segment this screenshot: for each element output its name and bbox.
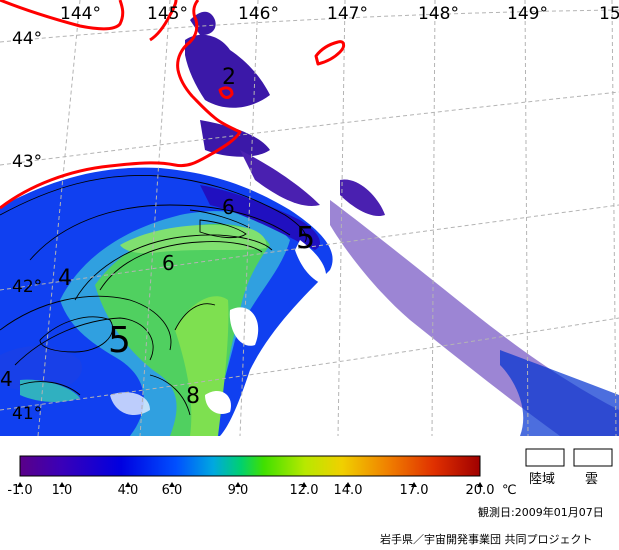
contour-value-labels: 2 6 5 4 6 5 8 4 <box>0 65 315 409</box>
tick-label: 4.0 <box>118 483 139 498</box>
longitude-labels: 144° 145° 146° 147° 148° 149° 15 <box>60 4 619 24</box>
contour-label: 4 <box>58 266 72 291</box>
credit-text: 岩手県／宇宙開発事業団 共同プロジェクト <box>380 533 593 546</box>
tick-label: 20.0 <box>466 483 495 498</box>
contour-label: 8 <box>186 384 200 409</box>
sst-map: 144° 145° 146° 147° 148° 149° 15 44° 43°… <box>0 0 619 436</box>
contour-label: 4 <box>0 367 13 391</box>
latitude-labels: 44° 43° 42° 41° <box>12 29 42 424</box>
contour-label: 5 <box>296 221 315 256</box>
longitude-label: 144° <box>60 4 101 24</box>
coastline <box>0 0 346 210</box>
longitude-label: 149° <box>507 4 548 24</box>
tick-label: 17.0 <box>400 483 429 498</box>
contour-label: 2 <box>222 65 236 90</box>
contour-label: 6 <box>162 251 175 275</box>
observation-date: 観測日:2009年01月07日 <box>478 506 604 519</box>
tick-label: 12.0 <box>290 483 319 498</box>
land-swatch <box>525 448 565 467</box>
tick-label: 14.0 <box>334 483 363 498</box>
color-scale-ticks <box>17 482 483 487</box>
contour-label: 6 <box>222 195 235 219</box>
unit-label: ℃ <box>502 483 517 498</box>
latitude-label: 41° <box>12 404 42 424</box>
color-scale-tick-labels: -1.0 1.0 4.0 6.0 9.0 12.0 14.0 17.0 20.0… <box>7 483 516 498</box>
lat-lon-grid <box>0 0 619 436</box>
longitude-label: 146° <box>238 4 279 24</box>
longitude-label: 148° <box>418 4 459 24</box>
tick-label: 6.0 <box>162 483 183 498</box>
color-scale-bar <box>19 455 481 477</box>
longitude-label: 147° <box>327 4 368 24</box>
tick-label: 1.0 <box>52 483 73 498</box>
tick-label: -1.0 <box>7 483 32 498</box>
longitude-label: 145° <box>147 4 188 24</box>
cloud-swatch <box>573 448 613 467</box>
longitude-label: 15 <box>599 4 619 24</box>
latitude-label: 44° <box>12 29 42 49</box>
latitude-label: 43° <box>12 152 42 172</box>
color-scale-legend: -1.0 1.0 4.0 6.0 9.0 12.0 14.0 17.0 20.0… <box>0 436 619 546</box>
land-label: 陸域 <box>529 471 555 487</box>
contour-label: 5 <box>108 320 131 361</box>
tick-label: 9.0 <box>228 483 249 498</box>
cloud-label: 雲 <box>585 472 598 487</box>
latitude-label: 42° <box>12 277 42 297</box>
